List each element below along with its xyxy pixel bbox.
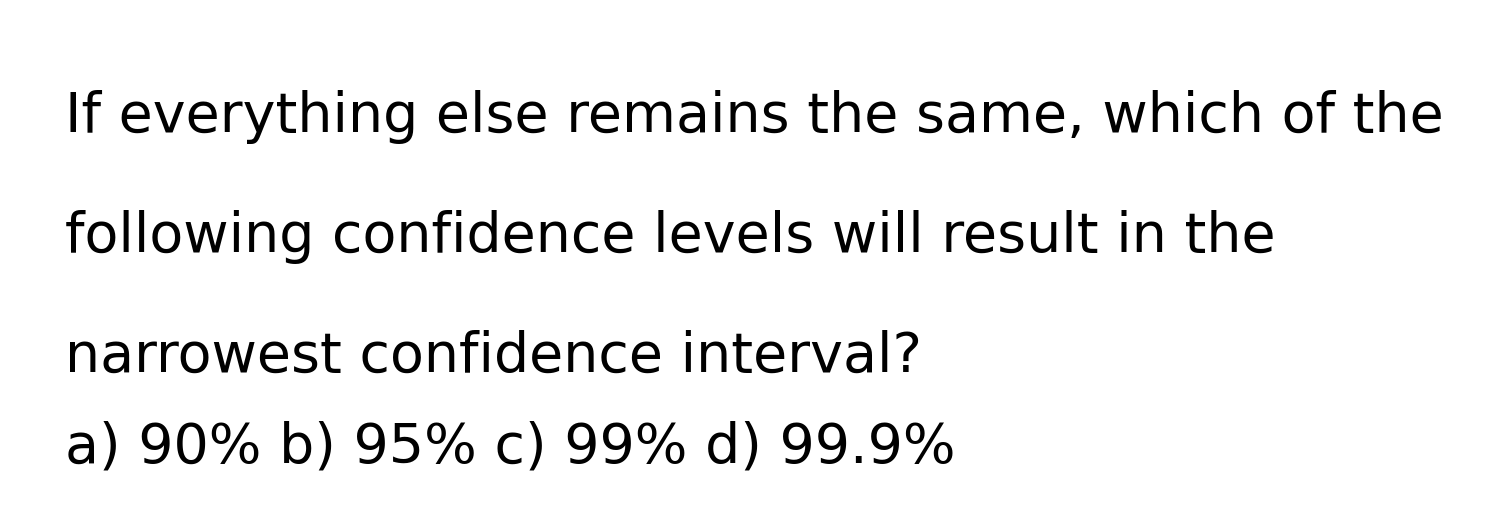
Text: following confidence levels will result in the: following confidence levels will result … bbox=[64, 210, 1275, 264]
Text: If everything else remains the same, which of the: If everything else remains the same, whi… bbox=[64, 90, 1443, 144]
Text: narrowest confidence interval?: narrowest confidence interval? bbox=[64, 330, 922, 384]
Text: a) 90% b) 95% c) 99% d) 99.9%: a) 90% b) 95% c) 99% d) 99.9% bbox=[64, 420, 956, 474]
